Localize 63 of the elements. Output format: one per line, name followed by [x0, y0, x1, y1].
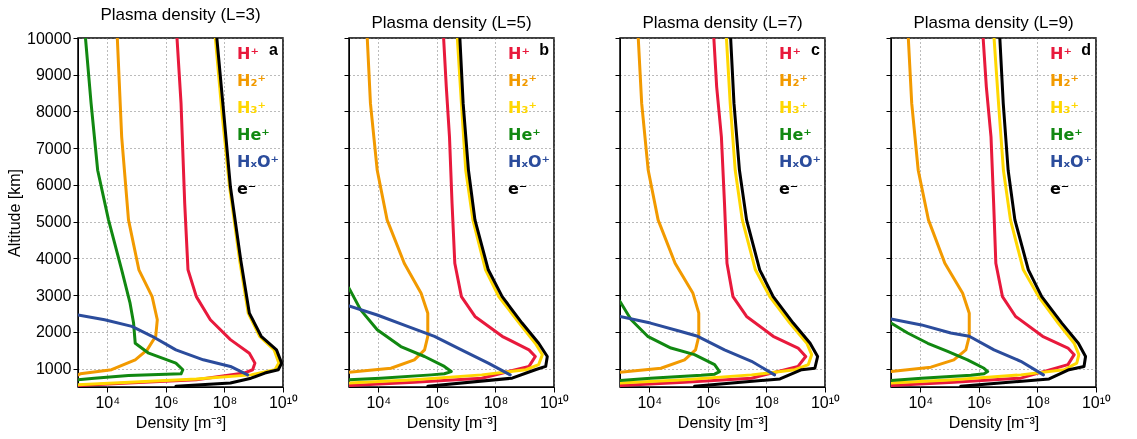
- y-tick-label: 4000: [35, 249, 72, 267]
- x-tick-label: 10⁴: [908, 393, 934, 411]
- x-tick-label: 10⁸: [1025, 393, 1051, 411]
- text: H⁺: [237, 44, 259, 63]
- text: HₓO⁺: [508, 152, 551, 171]
- y-tick-label: 2000: [35, 323, 72, 341]
- text: e⁻: [508, 179, 528, 198]
- chart-title: Plasma density (L=7): [642, 12, 803, 32]
- text: H⁺: [508, 44, 530, 63]
- text: H₂⁺: [1050, 71, 1079, 90]
- x-tick-label: 10⁴: [95, 393, 121, 411]
- text: H₃⁺: [779, 98, 808, 117]
- y-tick-label: 3000: [35, 286, 72, 304]
- x-axis-title: Density [m⁻³]: [677, 413, 769, 431]
- x-tick-label: 10¹⁰: [268, 393, 299, 411]
- x-tick-label: 10⁶: [696, 393, 721, 411]
- x-tick-label: 10⁸: [212, 393, 238, 411]
- chart-title: Plasma density (L=9): [913, 12, 1074, 32]
- text: H₃⁺: [508, 98, 537, 117]
- text: e⁻: [779, 179, 799, 198]
- text: HₓO⁺: [237, 152, 280, 171]
- x-tick-label: 10¹⁰: [810, 393, 841, 411]
- annotation: b: [539, 41, 550, 58]
- text: H₂⁺: [779, 71, 808, 90]
- y-tick-label: 10000: [27, 29, 72, 47]
- series-label: H₃⁺: [237, 98, 266, 117]
- x-tick-label: 10¹⁰: [539, 393, 570, 411]
- text: He⁺: [237, 125, 270, 144]
- x-tick-label: 10⁶: [967, 393, 992, 411]
- y-tick-label: 6000: [35, 176, 72, 194]
- chart-title: Plasma density (L=5): [371, 12, 532, 32]
- x-tick-label: 10⁶: [425, 393, 450, 411]
- text: He⁺: [1050, 125, 1083, 144]
- annotation: a: [269, 41, 279, 58]
- y-tick-label: 8000: [35, 102, 72, 120]
- x-axis-title: Density [m⁻³]: [135, 413, 227, 431]
- y-axis-title: Altitude [km]: [6, 168, 24, 258]
- text: H⁺: [779, 44, 801, 63]
- x-axis-title: Density [m⁻³]: [948, 413, 1040, 431]
- text: H₃⁺: [1050, 98, 1079, 117]
- series-label: e⁻: [237, 179, 257, 198]
- text: HₓO⁺: [779, 152, 822, 171]
- text: H₂⁺: [508, 71, 537, 90]
- text: HₓO⁺: [1050, 152, 1093, 171]
- text: He⁺: [779, 125, 812, 144]
- annotation: c: [811, 41, 821, 58]
- text: H₂⁺: [237, 71, 266, 90]
- text: He⁺: [508, 125, 541, 144]
- x-axis-title: Density [m⁻³]: [406, 413, 498, 431]
- text: H⁺: [1050, 44, 1072, 63]
- x-tick-label: 10⁴: [366, 393, 392, 411]
- chart-title: Plasma density (L=3): [100, 5, 261, 24]
- y-tick-label: 1000: [35, 360, 72, 378]
- x-tick-label: 10¹⁰: [1081, 393, 1112, 411]
- y-tick-label: 9000: [35, 66, 72, 84]
- x-tick-label: 10⁸: [483, 393, 509, 411]
- text: e⁻: [1050, 179, 1070, 198]
- y-tick-label: 5000: [35, 213, 72, 231]
- annotation: d: [1081, 41, 1091, 58]
- x-tick-label: 10⁸: [754, 393, 780, 411]
- x-tick-label: 10⁴: [637, 393, 663, 411]
- y-tick-label: 7000: [35, 139, 72, 157]
- x-tick-label: 10⁶: [154, 393, 179, 411]
